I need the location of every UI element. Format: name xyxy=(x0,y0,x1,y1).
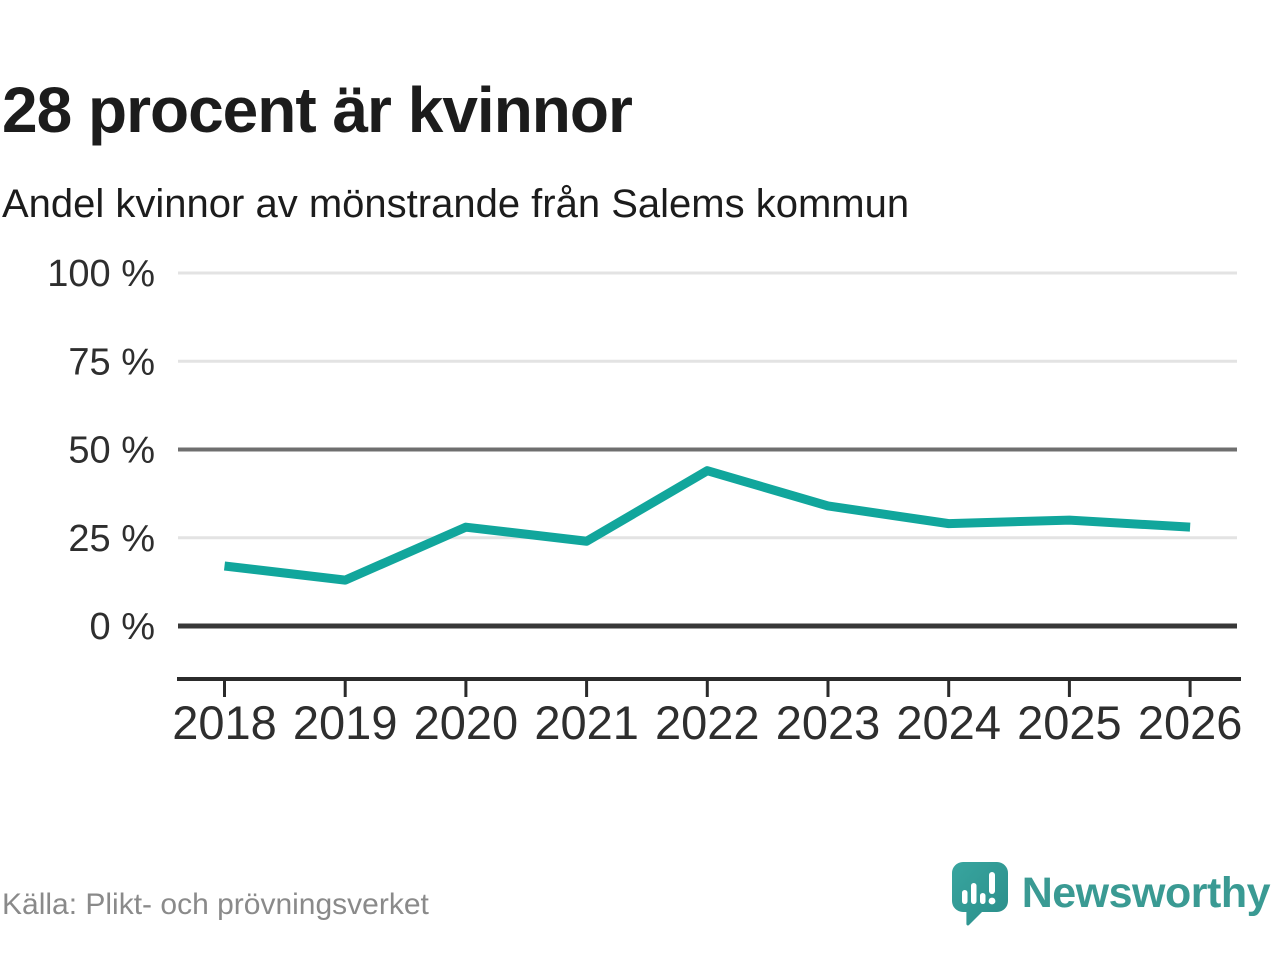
y-axis-tick-label: 50 % xyxy=(68,430,155,472)
source-note: Källa: Plikt- och prövningsverket xyxy=(2,888,429,921)
y-axis-tick-label: 75 % xyxy=(68,341,155,383)
brand-wordmark: Newsworthy xyxy=(1021,868,1271,917)
x-axis-tick-label: 2025 xyxy=(1017,696,1122,749)
x-axis-tick-label: 2023 xyxy=(776,696,881,749)
data-line-andel-kvinnor-av-m-nstrande xyxy=(223,466,1191,585)
y-axis-tick-label: 0 % xyxy=(90,606,155,648)
y-axis-tick-label: 25 % xyxy=(68,518,155,560)
newsworthy-icon xyxy=(951,862,1008,926)
x-axis-tick-label: 2020 xyxy=(414,696,519,749)
chart-title: 28 procent är kvinnor xyxy=(2,73,633,146)
x-axis-tick-label: 2018 xyxy=(172,696,277,749)
x-axis-tick-label: 2026 xyxy=(1138,696,1243,749)
x-axis-tick-label: 2021 xyxy=(534,696,639,749)
x-axis-tick-label: 2019 xyxy=(293,696,398,749)
chart-area: 0 % 25 % 50 % 75 % 100 % 2018 2019 2020 2021 2022… xyxy=(47,253,1243,749)
x-axis-tick-label: 2022 xyxy=(655,696,760,749)
brand-logo: Newsworthy xyxy=(950,860,1271,926)
x-axis-tick-label: 2024 xyxy=(896,696,1001,749)
chart-subtitle: Andel kvinnor av mönstrande från Salems … xyxy=(2,182,910,226)
y-axis-tick-label: 100 % xyxy=(47,253,155,295)
